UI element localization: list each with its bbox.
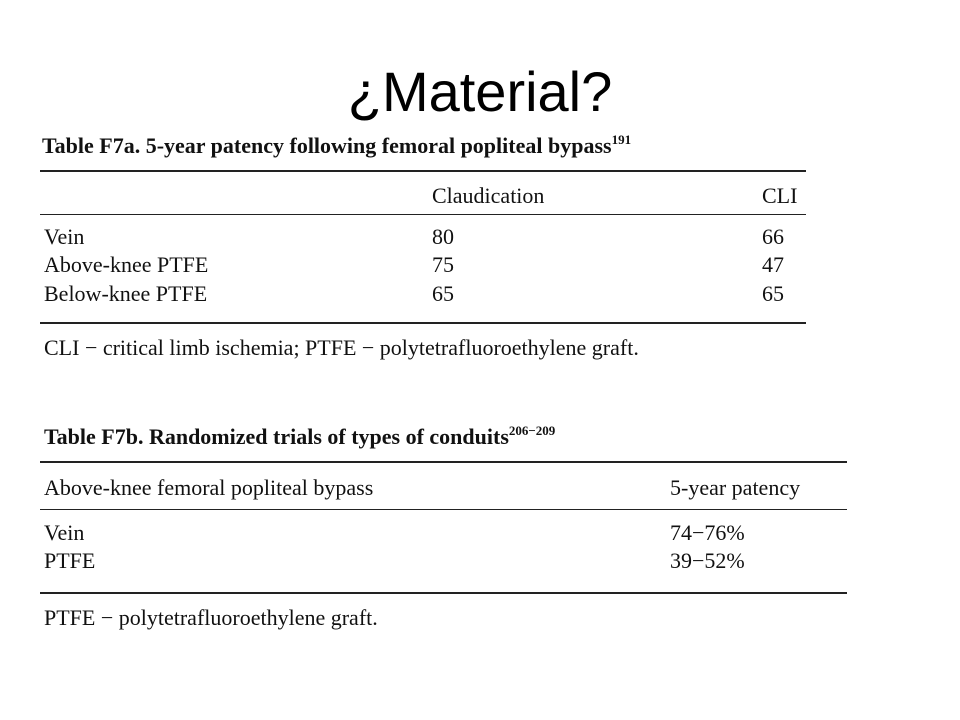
table-a-caption-ref: 191 [611,132,632,147]
table-a-row-2-cli: 65 [762,281,784,306]
table-b-caption-ref: 206−209 [508,423,556,438]
table-a-top-rule [40,170,806,172]
table-b-header-patency: 5-year patency [670,475,801,500]
table-b-row-1-patency: 39−52% [670,548,745,573]
table-a-row-0-label: Vein [44,224,85,249]
table-a-row-2-claudication: 65 [432,281,454,306]
table-a-row-1-cli: 47 [762,252,784,277]
table-a-caption-text: Table F7a. 5-year patency following femo… [42,133,612,158]
table-b-row-0-label: Vein [44,520,85,545]
table-a-caption: Table F7a. 5-year patency following femo… [42,127,631,159]
table-a-row-1-claudication: 75 [432,252,454,277]
table-a-header-claudication: Claudication [432,183,545,208]
table-a-footnote: CLI − critical limb ischemia; PTFE − pol… [44,335,639,360]
table-b-top-rule [40,461,847,463]
table-b-row-1-label: PTFE [44,548,96,573]
table-a-row-1-label: Above-knee PTFE [44,252,209,277]
table-a-header-cli: CLI [762,183,798,208]
table-a-row-2-label: Below-knee PTFE [44,281,208,306]
table-b-bottom-rule [40,592,847,594]
table-b-caption-text: Table F7b. Randomized trials of types of… [44,424,509,449]
table-a-bottom-rule [40,322,806,324]
table-a-header-rule [40,214,806,215]
table-b-header-procedure: Above-knee femoral popliteal bypass [44,475,374,500]
table-a-row-0-cli: 66 [762,224,784,249]
table-a-row-0-claudication: 80 [432,224,454,249]
table-b-footnote: PTFE − polytetrafluoroethylene graft. [44,605,378,630]
table-b-caption: Table F7b. Randomized trials of types of… [44,418,555,450]
slide-title: ¿Material? [347,60,613,123]
table-b-header-rule [40,509,847,510]
table-b-row-0-patency: 74−76% [670,520,745,545]
